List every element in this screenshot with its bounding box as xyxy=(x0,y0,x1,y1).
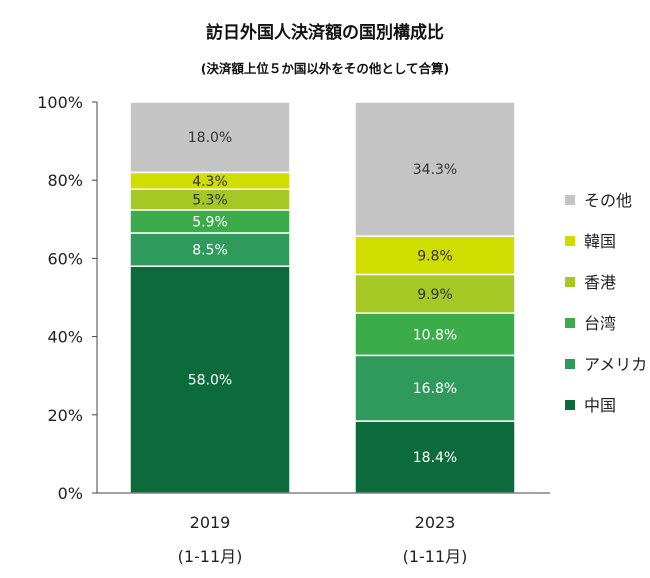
legend-swatch xyxy=(565,318,575,328)
data-label: 34.3% xyxy=(413,162,457,178)
bar-segment xyxy=(354,235,516,276)
legend-swatch xyxy=(565,277,575,287)
x-category-sublabel: (1-11月) xyxy=(403,547,468,566)
data-label: 4.3% xyxy=(192,174,228,190)
data-label: 9.8% xyxy=(417,248,453,264)
data-label: 9.9% xyxy=(417,287,453,303)
data-label: 18.4% xyxy=(413,450,457,466)
legend-swatch xyxy=(565,400,575,410)
legend-swatch xyxy=(565,236,575,246)
data-label: 5.9% xyxy=(192,214,228,230)
bar-segment xyxy=(354,312,516,357)
bar-segment xyxy=(354,354,516,422)
legend-label: 香港 xyxy=(584,273,616,292)
legend-swatch xyxy=(565,195,575,205)
y-tick-label: 80% xyxy=(47,171,83,190)
chart-subtitle: (決済額上位５か国以外をその他として合算) xyxy=(200,61,450,76)
bar-segment xyxy=(354,273,516,314)
legend-label: 韓国 xyxy=(584,232,616,251)
data-label: 18.0% xyxy=(188,130,232,146)
y-tick-label: 0% xyxy=(58,484,83,503)
y-tick-label: 20% xyxy=(47,406,83,425)
chart-title: 訪日外国人決済額の国別構成比 xyxy=(206,23,444,43)
data-label: 58.0% xyxy=(188,373,232,389)
y-tick-label: 40% xyxy=(47,328,83,347)
x-category-label: 2019 xyxy=(190,513,231,532)
legend-label: その他 xyxy=(584,191,632,210)
bar-segment xyxy=(354,101,516,237)
data-label: 8.5% xyxy=(192,243,228,259)
y-tick-label: 60% xyxy=(47,249,83,268)
x-category-sublabel: (1-11月) xyxy=(178,547,243,566)
data-label: 5.3% xyxy=(192,193,228,209)
bar-segment xyxy=(354,420,516,494)
x-category-label: 2023 xyxy=(415,513,456,532)
legend-label: アメリカ xyxy=(584,355,647,374)
data-label: 10.8% xyxy=(413,327,457,343)
y-tick-label: 100% xyxy=(37,93,83,112)
data-label: 16.8% xyxy=(413,381,457,397)
legend-label: 台湾 xyxy=(584,314,616,333)
legend-label: 中国 xyxy=(584,396,616,415)
bar-segment xyxy=(129,101,291,174)
legend-swatch xyxy=(565,359,575,369)
